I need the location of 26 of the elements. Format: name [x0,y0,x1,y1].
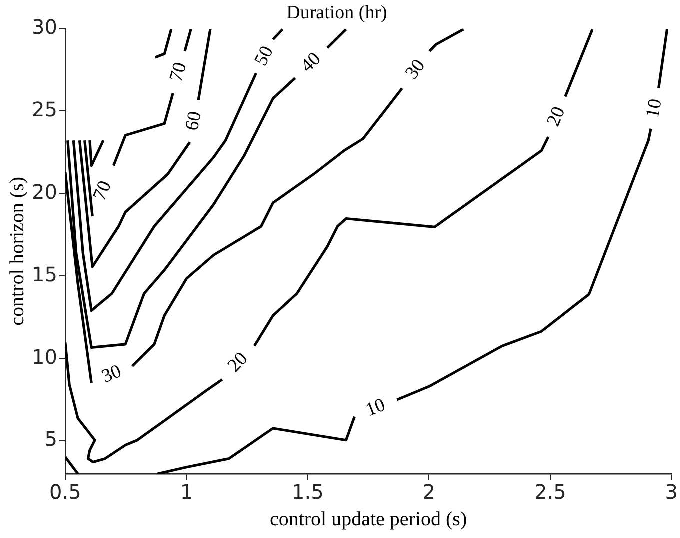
y-axis-title: control horizon (s) [6,176,28,326]
text: 20 [543,104,570,130]
x-tick-label: 0.5 [50,480,82,504]
y-tick-label: 20 [32,180,58,204]
text: 10 [642,97,667,120]
y-tick-label: 10 [32,344,58,369]
text: 70 [89,178,116,204]
x-tick-label: 2.5 [534,480,566,504]
text: 70 [166,60,192,84]
y-tick-label: 5 [44,427,58,452]
text: 30 [99,360,125,388]
x-tick-label: 1.5 [292,480,324,504]
x-tick-label: 1 [180,480,194,504]
text: 30 [401,56,430,84]
text: 60 [182,110,206,132]
x-tick-label: 3 [665,480,678,504]
text: 20 [224,348,252,377]
text: 10 [363,394,388,422]
y-tick-label: 15 [32,262,58,286]
chart-title: Duration (hr) [286,2,388,24]
x-tick-label: 2 [422,480,436,504]
text: 50 [250,42,278,70]
y-tick-label: 25 [32,97,58,122]
y-tick-label: 30 [32,15,58,40]
text: 40 [296,48,326,77]
x-axis-title: control update period (s) [270,508,468,530]
